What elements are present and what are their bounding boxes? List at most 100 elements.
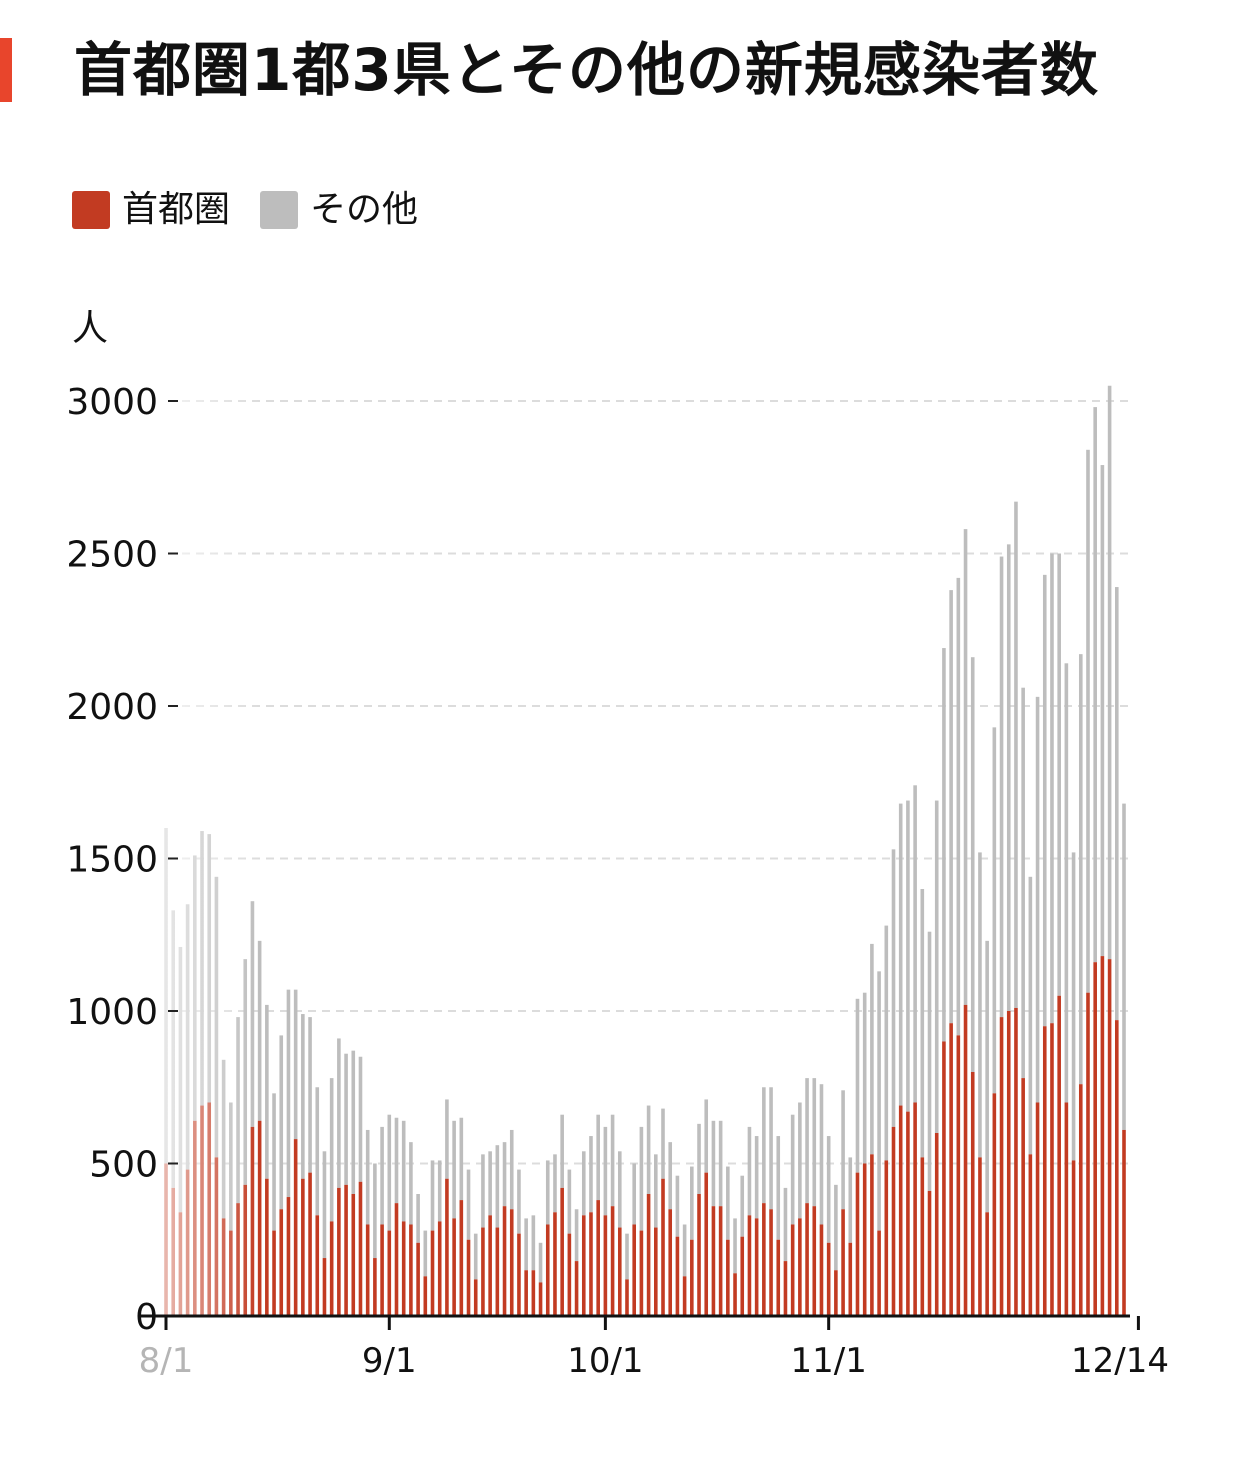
bar-other xyxy=(999,556,1004,1018)
bar-other xyxy=(834,1184,838,1271)
legend: 首都圏 その他 xyxy=(72,186,448,234)
bar-other xyxy=(553,1154,557,1213)
bar-other xyxy=(473,1233,478,1280)
bar-other xyxy=(416,1194,420,1243)
bar-shutoken xyxy=(452,1218,456,1316)
bar-shutoken xyxy=(1114,1020,1119,1316)
bar-other xyxy=(841,1090,845,1210)
bar-shutoken xyxy=(819,1224,824,1316)
x-tick-label: 12/14 xyxy=(1071,1341,1169,1381)
chart-title: 首都圏1都3県とその他の新規感染者数 xyxy=(74,36,1099,104)
bar-other xyxy=(358,1056,363,1182)
axes: 050010001500200025003000人8/19/110/111/11… xyxy=(66,308,1169,1381)
bar-other xyxy=(718,1120,723,1207)
bar-shutoken xyxy=(1035,1102,1040,1316)
bar-other xyxy=(509,1129,514,1210)
bar-shutoken xyxy=(308,1172,312,1316)
bar-other xyxy=(581,1151,586,1216)
bar-shutoken xyxy=(473,1279,478,1316)
bar-other xyxy=(934,800,939,1133)
bar-shutoken xyxy=(690,1239,694,1316)
bar-other xyxy=(675,1175,680,1237)
bar-other xyxy=(459,1117,464,1201)
bar-other xyxy=(798,1102,802,1219)
bar-shutoken xyxy=(329,1221,334,1316)
bar-shutoken xyxy=(1086,992,1090,1316)
bar-other xyxy=(308,1017,312,1173)
bar-other xyxy=(682,1224,687,1277)
bar-other xyxy=(1057,553,1061,996)
bar-shutoken xyxy=(495,1227,500,1316)
bar-shutoken xyxy=(488,1215,492,1316)
bar-shutoken xyxy=(1014,1007,1018,1316)
bar-other xyxy=(1021,687,1025,1079)
bar-other xyxy=(466,1169,471,1240)
bar-shutoken xyxy=(358,1181,363,1316)
bar-other xyxy=(855,998,860,1173)
bar-other xyxy=(502,1142,507,1207)
bar-shutoken xyxy=(286,1197,291,1316)
bar-shutoken xyxy=(639,1230,644,1316)
y-axis-label: 人 xyxy=(72,308,108,349)
legend-label-shutoken: 首都圏 xyxy=(122,189,231,230)
bar-other xyxy=(481,1154,485,1228)
bar-other xyxy=(610,1114,615,1207)
bar-other xyxy=(567,1169,572,1234)
bar-shutoken xyxy=(625,1279,629,1316)
bar-other xyxy=(819,1084,824,1225)
bar-shutoken xyxy=(567,1233,572,1316)
bar-other xyxy=(733,1218,737,1274)
bar-shutoken xyxy=(380,1224,384,1316)
left-fade-overlay xyxy=(110,380,260,1400)
bar-other xyxy=(373,1163,377,1259)
legend-item-other: その他 xyxy=(260,186,418,234)
bar-shutoken xyxy=(481,1227,485,1316)
bar-other xyxy=(401,1120,406,1222)
bar-other xyxy=(351,1050,356,1194)
bar-shutoken xyxy=(409,1224,413,1316)
bar-shutoken xyxy=(459,1200,464,1316)
y-tick-label: 1000 xyxy=(66,992,158,1033)
bar-other xyxy=(603,1126,608,1216)
bar-shutoken xyxy=(862,1163,867,1316)
legend-label-other: その他 xyxy=(310,189,419,230)
bar-other xyxy=(394,1117,399,1204)
bar-shutoken xyxy=(1107,959,1112,1316)
x-tick-label: 10/1 xyxy=(567,1341,643,1381)
y-tick-label: 3000 xyxy=(66,382,158,423)
bar-shutoken xyxy=(509,1209,514,1316)
legend-swatch-other xyxy=(260,191,299,229)
bar-shutoken xyxy=(401,1221,406,1316)
bar-shutoken xyxy=(934,1133,939,1316)
bar-other xyxy=(783,1187,788,1262)
bar-other xyxy=(661,1108,665,1179)
bar-shutoken xyxy=(1050,1023,1054,1316)
bar-shutoken xyxy=(704,1172,709,1316)
bar-shutoken xyxy=(877,1230,881,1316)
bar-shutoken xyxy=(754,1218,759,1316)
bar-other xyxy=(538,1242,543,1283)
bar-shutoken xyxy=(985,1212,989,1316)
bar-other xyxy=(805,1078,809,1204)
bar-other xyxy=(617,1151,622,1228)
bar-other xyxy=(877,971,881,1231)
bar-shutoken xyxy=(826,1242,831,1316)
bar-shutoken xyxy=(589,1212,593,1316)
bar-other xyxy=(697,1123,701,1194)
bar-other xyxy=(632,1163,636,1225)
bar-other xyxy=(517,1169,521,1234)
bar-other xyxy=(293,989,298,1140)
bar-other xyxy=(1071,852,1076,1161)
bar-shutoken xyxy=(927,1190,932,1316)
bar-other xyxy=(711,1120,716,1207)
bars xyxy=(164,385,1126,1316)
bar-shutoken xyxy=(654,1227,658,1316)
bar-other xyxy=(1114,587,1119,1021)
bar-shutoken xyxy=(891,1126,896,1316)
bar-other xyxy=(1093,407,1097,963)
bar-shutoken xyxy=(963,1004,968,1316)
bar-shutoken xyxy=(646,1194,651,1316)
bar-other xyxy=(985,940,989,1213)
bar-other xyxy=(1028,876,1033,1155)
y-tick-label: 500 xyxy=(89,1145,158,1186)
